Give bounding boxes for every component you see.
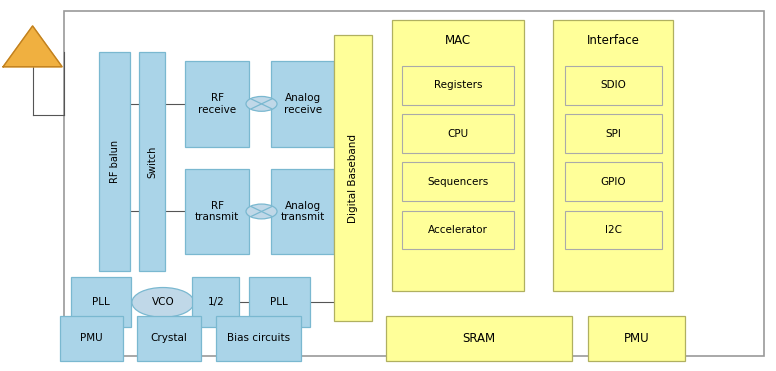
Circle shape (132, 288, 194, 317)
Bar (60, 316, 123, 361)
Text: PLL: PLL (271, 298, 288, 307)
Bar (565, 211, 661, 250)
Bar (402, 211, 514, 250)
Bar (553, 20, 673, 291)
Text: Accelerator: Accelerator (428, 225, 488, 235)
Bar (271, 169, 334, 254)
Text: GPIO: GPIO (600, 177, 626, 187)
Bar (392, 20, 524, 291)
Text: MAC: MAC (445, 34, 471, 47)
Polygon shape (3, 26, 62, 67)
Bar (185, 169, 249, 254)
Text: VCO: VCO (151, 298, 175, 307)
Bar (216, 316, 301, 361)
Text: PMU: PMU (623, 332, 650, 345)
Text: Analog
receive: Analog receive (283, 93, 322, 115)
Bar (140, 52, 165, 271)
Text: Analog
transmit: Analog transmit (280, 201, 325, 222)
Bar (402, 162, 514, 201)
Text: RF
receive: RF receive (198, 93, 237, 115)
Bar (192, 278, 239, 328)
Bar (99, 52, 130, 271)
Bar (402, 114, 514, 153)
Text: PLL: PLL (92, 298, 109, 307)
Bar (588, 316, 684, 361)
Text: SRAM: SRAM (462, 332, 495, 345)
Bar (402, 66, 514, 105)
Text: Interface: Interface (587, 34, 639, 47)
Bar (565, 114, 661, 153)
Bar (271, 61, 334, 147)
Text: Digital Baseband: Digital Baseband (348, 134, 358, 223)
Text: RF
transmit: RF transmit (195, 201, 240, 222)
Text: RF balun: RF balun (110, 140, 120, 183)
Text: Switch: Switch (147, 145, 157, 178)
Text: Sequencers: Sequencers (428, 177, 488, 187)
Bar (565, 162, 661, 201)
Text: Registers: Registers (434, 81, 482, 90)
Text: 1/2: 1/2 (207, 298, 224, 307)
Text: SPI: SPI (605, 129, 621, 138)
Text: Bias circuits: Bias circuits (227, 334, 290, 343)
Text: CPU: CPU (447, 129, 469, 138)
Circle shape (246, 204, 277, 219)
Bar (565, 66, 661, 105)
Bar (137, 316, 201, 361)
Bar (71, 278, 131, 328)
Text: SDIO: SDIO (600, 81, 626, 90)
Bar (249, 278, 310, 328)
Circle shape (246, 96, 277, 111)
Text: Crystal: Crystal (151, 334, 188, 343)
Bar (185, 61, 249, 147)
Bar (386, 316, 572, 361)
Text: PMU: PMU (80, 334, 103, 343)
Text: I2C: I2C (605, 225, 622, 235)
Bar (334, 35, 372, 321)
